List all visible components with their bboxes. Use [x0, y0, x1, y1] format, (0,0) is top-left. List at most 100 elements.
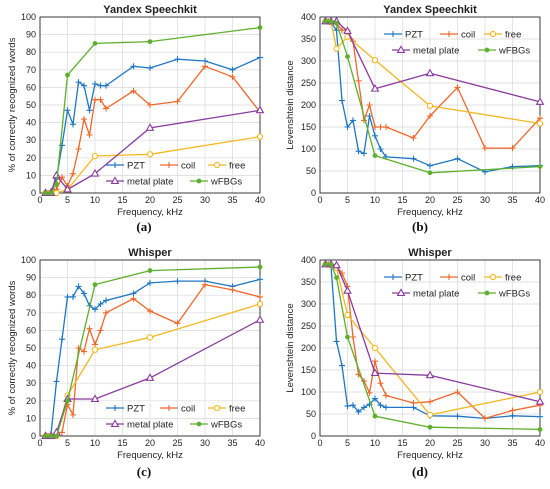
data-point: [70, 121, 76, 128]
x-tick-label: 5: [345, 195, 350, 205]
data-point: [383, 404, 389, 411]
y-tick-label: 20: [26, 396, 36, 406]
panel-caption: (b): [412, 219, 428, 234]
data-point: [103, 297, 109, 304]
data-point: [64, 107, 71, 114]
data-point: [509, 407, 516, 414]
data-point: [537, 115, 543, 122]
data-point: [130, 63, 137, 70]
y-tick-label: 30: [26, 378, 36, 388]
data-point: [145, 373, 155, 381]
plot-frame: [39, 259, 261, 437]
data-point: [536, 388, 544, 396]
legend-label: free: [505, 30, 521, 41]
data-point: [255, 315, 265, 323]
data-point: [202, 63, 208, 70]
data-point: [355, 148, 362, 155]
data-point: [91, 346, 99, 353]
legend: PZT coil free metal plate wFBGs: [384, 30, 530, 57]
x-tick-label: 40: [255, 438, 265, 448]
data-point: [92, 282, 98, 288]
data-point: [229, 73, 236, 80]
legend-label: metal plate: [127, 420, 173, 431]
data-point: [174, 278, 181, 285]
y-tick-label: 100: [301, 144, 316, 154]
x-tick-label: 20: [145, 195, 155, 205]
legend-marker: [112, 162, 118, 168]
y-tick-label: 50: [26, 343, 36, 353]
x-tick-label: 35: [227, 195, 237, 205]
data-point: [146, 151, 154, 158]
data-point: [92, 80, 98, 87]
x-tick-label: 0: [317, 195, 322, 205]
data-point: [366, 102, 373, 108]
legend-label: wFBGs: [210, 420, 242, 431]
data-point: [344, 311, 351, 319]
y-tick-label: 90: [26, 30, 36, 40]
x-tick-label: 10: [90, 195, 100, 205]
series-wfbgs: [43, 264, 263, 439]
plot-frame: [319, 16, 541, 194]
data-point: [75, 79, 82, 86]
x-tick-label: 30: [480, 438, 490, 448]
data-point: [350, 334, 356, 340]
data-point: [344, 403, 351, 410]
y-tick-label: 400: [301, 255, 316, 265]
data-point: [377, 124, 384, 130]
data-point: [328, 261, 334, 267]
data-point: [103, 82, 109, 89]
data-point: [63, 184, 72, 193]
data-point: [334, 275, 339, 281]
panel-caption: (c): [137, 464, 151, 479]
chart-title: Yandex Speechkit: [383, 4, 477, 16]
legend-label: coil: [461, 273, 475, 284]
y-tick-label: 10: [26, 413, 36, 423]
x-tick-label: 30: [200, 195, 210, 205]
x-tick-label: 20: [425, 438, 435, 448]
data-point: [90, 168, 100, 177]
data-point: [427, 162, 433, 169]
y-tick-label: 100: [301, 387, 316, 397]
x-tick-label: 0: [317, 438, 322, 448]
data-point: [334, 20, 339, 26]
data-point: [509, 412, 516, 419]
data-point: [103, 105, 109, 112]
data-point: [339, 27, 345, 34]
data-point: [454, 155, 461, 162]
legend-marker: [110, 176, 120, 184]
legend-label: wFBGs: [498, 289, 530, 300]
data-point: [257, 264, 263, 270]
data-point: [344, 124, 351, 130]
data-point: [70, 411, 76, 418]
data-point: [202, 58, 208, 64]
chart-panel: 0 5 10 15 20 25 30 35 40 0 10 20 30 40 50 60 70 80 90 100 Ya…: [7, 4, 265, 234]
data-point: [426, 411, 434, 419]
data-point: [343, 26, 352, 35]
x-tick-label: 25: [172, 195, 182, 205]
data-point: [147, 102, 153, 108]
y-axis-label: Levenshtein distance: [285, 60, 296, 149]
chart-panel: 0 5 10 15 20 25 30 35 40050100150200250300350400…: [285, 4, 545, 234]
x-axis-label: Frequency, kHz: [397, 450, 463, 461]
data-point: [256, 300, 264, 308]
y-tick-label: 150: [301, 365, 316, 375]
legend-marker: [489, 30, 497, 38]
data-point: [48, 433, 54, 439]
y-tick-label: 0: [311, 188, 316, 198]
x-tick-label: 0: [37, 438, 42, 448]
data-point: [130, 295, 137, 302]
data-point: [426, 102, 434, 110]
data-point: [97, 327, 104, 334]
data-point: [86, 131, 93, 138]
x-tick-label: 0: [37, 195, 42, 205]
data-point: [86, 107, 93, 114]
data-point: [328, 18, 334, 24]
x-tick-label: 35: [507, 438, 517, 448]
y-tick-label: 60: [26, 82, 36, 92]
y-tick-label: 100: [21, 255, 36, 265]
data-point: [147, 65, 153, 72]
data-point: [97, 82, 104, 89]
x-tick-label: 10: [370, 195, 380, 205]
y-tick-label: 40: [26, 118, 36, 128]
data-point: [427, 170, 433, 176]
